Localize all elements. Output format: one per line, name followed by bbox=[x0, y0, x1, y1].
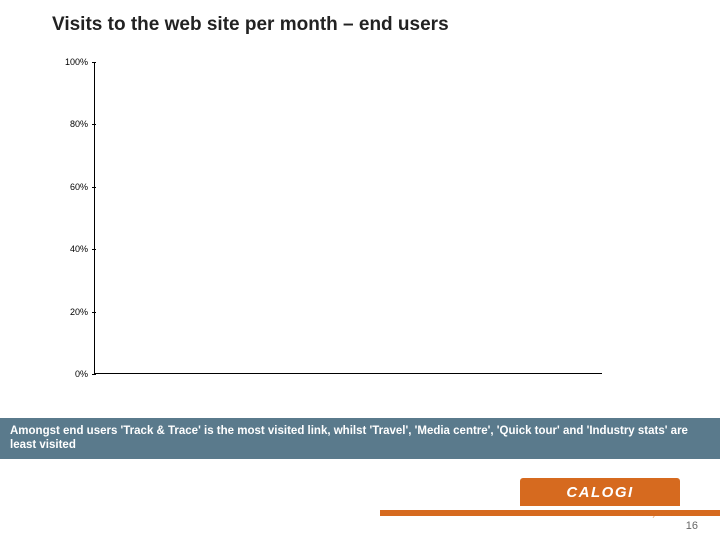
page-title: Visits to the web site per month – end u… bbox=[52, 14, 449, 36]
x-axis-labels bbox=[94, 378, 602, 408]
chart: 0% 20% 40% 60% 80% 100% bbox=[54, 54, 614, 408]
logo-subtext: Worlds to you online bbox=[626, 512, 680, 518]
logo-text: CALOGI bbox=[566, 484, 633, 501]
footer: CALOGI Worlds to you online 16 bbox=[0, 476, 720, 540]
plot-area bbox=[94, 62, 602, 374]
y-tick-label: 100% bbox=[65, 57, 88, 67]
logo: CALOGI bbox=[520, 478, 680, 506]
y-tick-label: 60% bbox=[70, 182, 88, 192]
y-axis: 0%20%40%60%80%100% bbox=[54, 62, 92, 374]
y-tick-label: 0% bbox=[75, 369, 88, 379]
slide: Visits to the web site per month – end u… bbox=[0, 0, 720, 540]
page-number: 16 bbox=[686, 520, 698, 532]
footer-stripe bbox=[0, 510, 720, 516]
y-tick-label: 80% bbox=[70, 119, 88, 129]
y-tick-label: 40% bbox=[70, 244, 88, 254]
y-tick-label: 20% bbox=[70, 307, 88, 317]
caption-bar: Amongst end users 'Track & Trace' is the… bbox=[0, 418, 720, 459]
bars-container bbox=[95, 62, 602, 373]
caption-text: Amongst end users 'Track & Trace' is the… bbox=[10, 424, 710, 453]
